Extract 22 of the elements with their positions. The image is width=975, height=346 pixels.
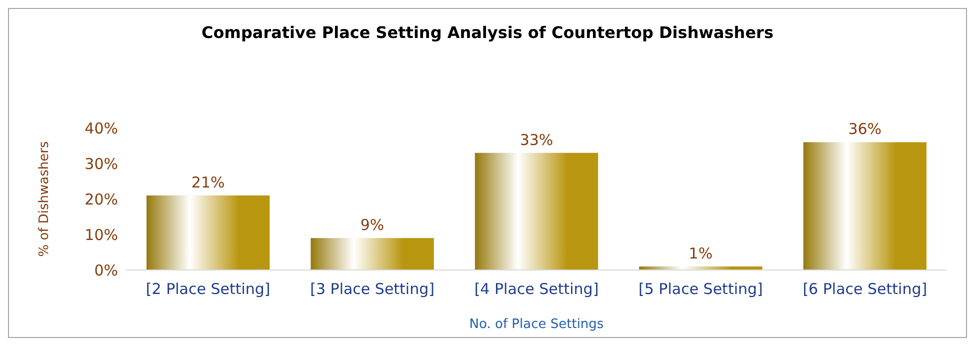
y-tick-label: 40% — [84, 119, 118, 138]
data-label: 21% — [191, 173, 225, 192]
x-tick-label: [3 Place Setting] — [310, 280, 434, 298]
y-axis-title: % of Dishwashers — [37, 141, 52, 257]
data-label: 9% — [360, 216, 384, 234]
bar — [474, 152, 598, 270]
x-axis-title: No. of Place Settings — [469, 317, 604, 332]
x-tick-label: [5 Place Setting] — [638, 280, 763, 298]
x-tick-label: [6 Place Setting] — [802, 280, 928, 298]
chart-title: Comparative Place Setting Analysis of Countertop Dishwashers — [202, 23, 774, 42]
x-tick-label: [4 Place Setting] — [474, 280, 599, 298]
y-tick-label: 10% — [84, 226, 118, 244]
bar — [803, 142, 926, 270]
data-label: 1% — [688, 244, 713, 262]
y-tick-label: 0% — [94, 261, 118, 280]
y-tick-label: 30% — [84, 154, 118, 173]
x-tick-label: [2 Place Setting] — [146, 280, 270, 298]
y-tick-label: 20% — [84, 190, 118, 208]
data-label: 36% — [848, 120, 882, 138]
data-label: 33% — [520, 130, 554, 149]
bar — [310, 238, 434, 270]
bar — [146, 195, 270, 270]
